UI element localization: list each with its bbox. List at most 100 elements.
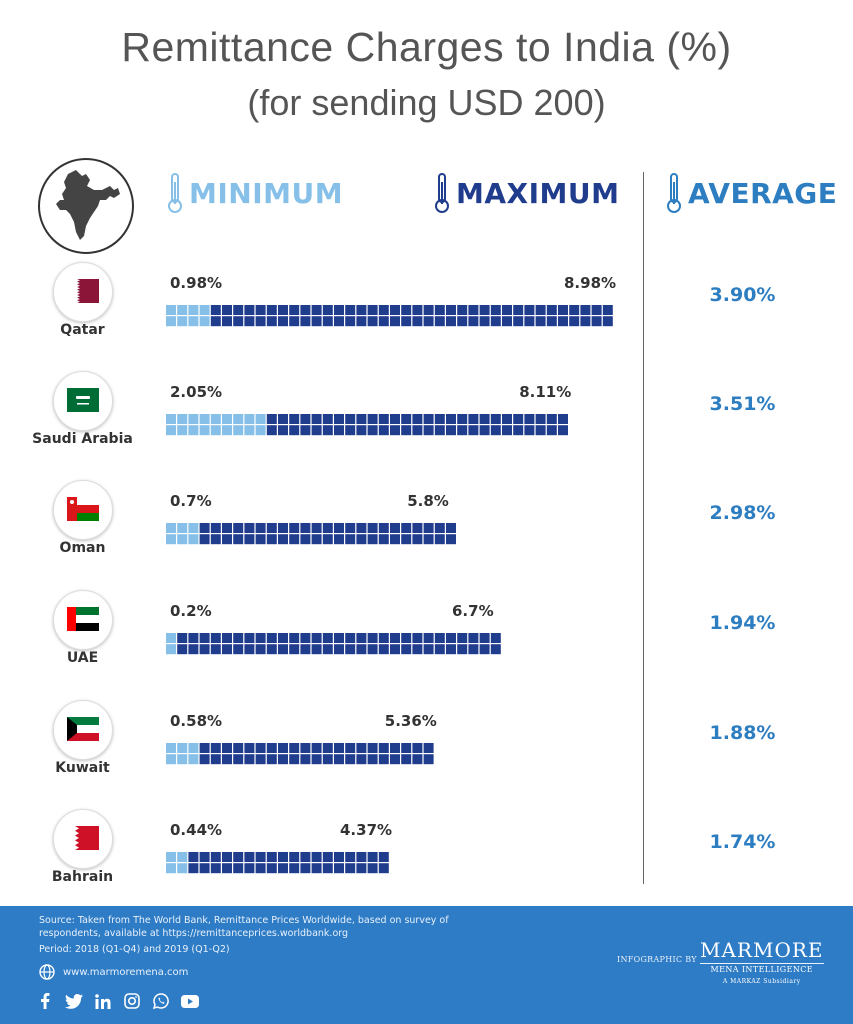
bar-cell [266,644,277,655]
bar-bahrain [166,852,389,874]
bahrain-flag-icon [53,809,113,869]
bar-cell [378,644,389,655]
bar-cell [468,644,479,655]
bar-cell [255,863,266,874]
bar-cell [367,754,378,765]
bar-cell [356,754,367,765]
bar-cell [546,305,557,315]
bar-uae [166,633,501,655]
bar-cell [490,633,501,643]
bar-cell [222,644,232,655]
infographic-by: INFOGRAPHIC BY [617,955,697,964]
bar-cell [345,316,356,327]
bar-cell [289,534,300,545]
youtube-icon[interactable] [181,992,199,1010]
bar-cell [289,644,300,655]
bar-cell [255,414,266,424]
social-links [36,992,210,1010]
bar-cell [423,414,434,424]
country-label: UAE [66,650,99,666]
bar-cell [345,414,356,424]
bar-cell [356,534,367,545]
bar-cell [367,743,378,753]
bar-cell [412,414,423,424]
saudi-arabia-flag-icon [53,371,113,431]
globe-icon [39,964,55,980]
bar-cell [558,316,568,327]
bar-cell [166,852,176,862]
bar-cell [378,414,389,424]
bar-cell [300,414,311,424]
bar-cell [266,305,277,315]
bar-cell [334,743,344,753]
logo-subsidiary: A MARKAZ Subsidiary [722,978,801,985]
whatsapp-icon[interactable] [152,992,170,1010]
bar-cell [177,305,188,315]
bar-cell [401,316,412,327]
average-value: 2.98% [709,502,776,524]
bar-cell [345,754,356,765]
bar-cell [457,633,468,643]
bar-cell [300,425,311,436]
bar-cell [266,633,277,643]
bar-cell [468,425,479,436]
bar-cell [244,754,255,765]
bar-cell [334,852,344,862]
bar-cell [434,523,445,533]
divider [643,172,644,884]
bar-cell [378,863,389,874]
bar-cell [390,523,400,533]
bar-cell [233,633,244,643]
bar-cell [479,316,490,327]
bar-cell [188,425,199,436]
bar-cell [266,425,277,436]
bar-cell [289,633,300,643]
bar-cell [390,316,400,327]
twitter-icon[interactable] [65,992,83,1010]
bar-cell [401,305,412,315]
bar-cell [166,414,176,424]
legend-maximum: MAXIMUM [432,172,620,214]
facebook-icon[interactable] [36,992,54,1010]
bar-cell [535,425,546,436]
min-value-label: 0.98% [170,274,223,292]
instagram-icon[interactable] [123,992,141,1010]
website-link[interactable]: www.marmoremena.com [39,964,188,980]
bar-cell [446,644,456,655]
bar-cell [233,852,244,862]
bar-cell [479,425,490,436]
bar-cell [233,754,244,765]
country-label: Saudi Arabia [32,431,133,447]
bar-cell [356,316,367,327]
bar-cell [233,316,244,327]
bar-cell [166,534,176,545]
bar-cell [300,316,311,327]
bar-cell [278,644,288,655]
bar-cell [244,644,255,655]
bar-cell [390,644,400,655]
bar-cell [311,852,322,862]
linkedin-icon[interactable] [94,992,112,1010]
bar-cell [199,523,210,533]
logo-text: MARMORE [700,938,824,962]
bar-cell [390,305,400,315]
bar-cell [490,425,501,436]
bar-cell [322,644,333,655]
bar-cell [278,523,288,533]
bar-cell [311,743,322,753]
bar-cell [345,425,356,436]
bar-cell [535,316,546,327]
bar-cell [300,852,311,862]
bar-cell [356,414,367,424]
bar-cell [558,414,568,424]
bar-cell [300,523,311,533]
min-value-label: 0.7% [170,492,212,510]
bar-cell [289,743,300,753]
bar-cell [345,534,356,545]
bar-cell [434,534,445,545]
bar-cell [322,754,333,765]
bar-cell [423,743,434,753]
bar-cell [367,863,378,874]
bar-cell [311,316,322,327]
bar-cell [535,414,546,424]
